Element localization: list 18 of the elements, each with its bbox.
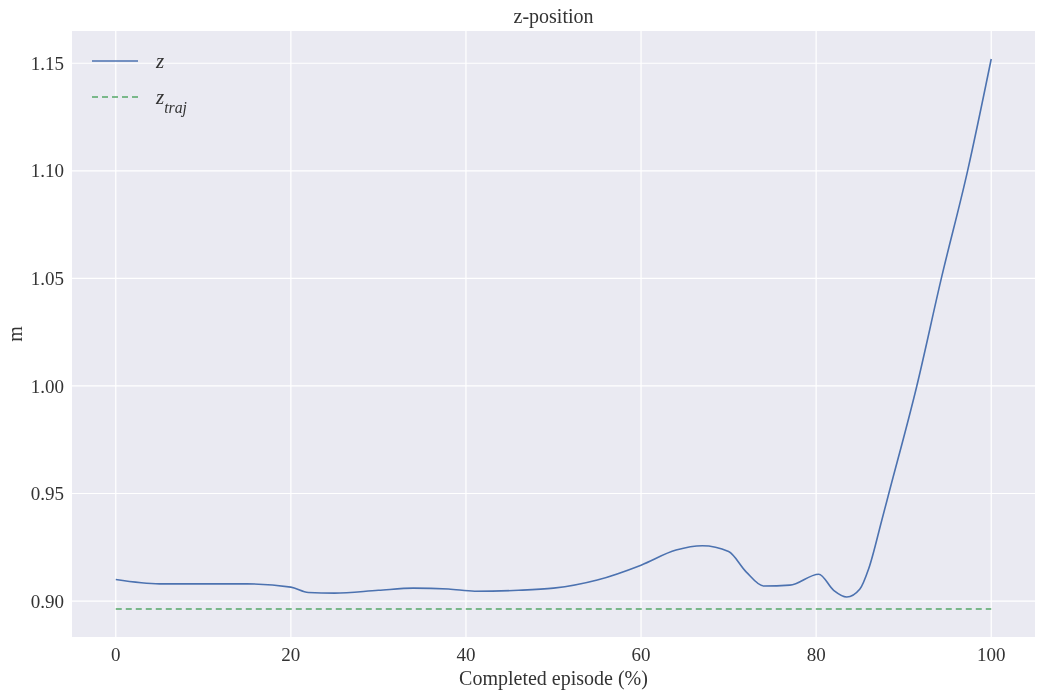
line-series [114, 58, 993, 598]
y-tick-label: 1.15 [30, 52, 64, 74]
y-tick-label: 1.05 [30, 268, 64, 290]
x-tick-label: 40 [456, 644, 476, 665]
x-tick-label: 20 [281, 644, 301, 665]
legend-label: z [155, 49, 165, 74]
legend-label: z$_{traj}$ [155, 85, 187, 117]
x-tick-label: 80 [806, 644, 826, 665]
x-tick-label: 0 [111, 644, 121, 665]
x-tick-label: 60 [631, 644, 651, 665]
y-tick-label: 1.00 [30, 375, 64, 397]
x-tick-label: 100 [976, 644, 1006, 665]
y-tick-label: 0.90 [30, 590, 64, 612]
chart-title: z-position [513, 5, 594, 28]
y-axis-title: m [4, 325, 26, 342]
y-tick-label: 1.10 [30, 160, 64, 182]
x-axis-title: Completed episode (%) [459, 667, 648, 690]
y-tick-label: 0.95 [30, 483, 64, 505]
